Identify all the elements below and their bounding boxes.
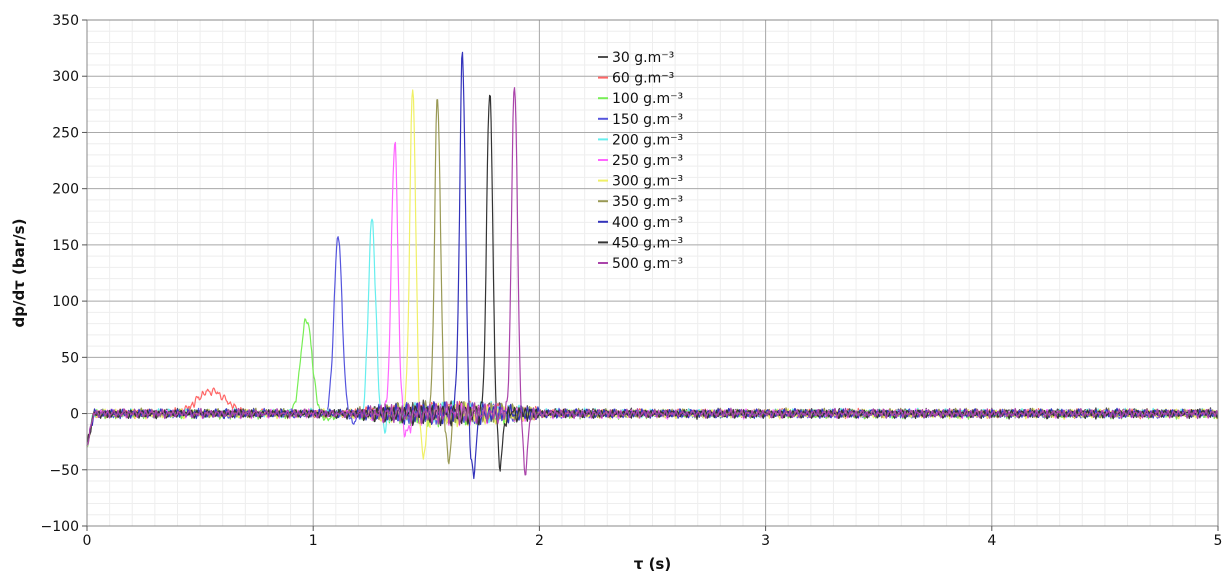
y-tick-label: 350 (52, 13, 79, 29)
x-axis-ticks: 0 1 2 3 4 5 (83, 526, 1223, 549)
x-tick-label: 2 (535, 533, 544, 549)
series-line (86, 51, 1219, 480)
series-layer (86, 51, 1219, 480)
y-tick-label: −100 (41, 519, 79, 535)
y-axis-ticks: −100 −50 0 50 100 150 200 250 300 350 (41, 13, 87, 535)
legend-entry: 250 g.m⁻³ (612, 153, 683, 169)
series-line (86, 87, 1219, 476)
x-tick-label: 1 (309, 533, 318, 549)
y-tick-label: −50 (49, 463, 79, 479)
y-axis-title: dp/dτ (bar/s) (10, 219, 28, 328)
x-tick-label: 3 (761, 533, 770, 549)
legend-entry: 300 g.m⁻³ (612, 174, 683, 190)
legend: 30 g.m⁻³ 60 g.m⁻³ 100 g.m⁻³ 150 g.m⁻³ 200 g.… (598, 50, 683, 272)
legend-entry: 100 g.m⁻³ (612, 91, 683, 107)
legend-entry: 500 g.m⁻³ (612, 256, 683, 272)
y-tick-label: 150 (52, 238, 79, 254)
x-tick-label: 5 (1214, 533, 1223, 549)
y-tick-label: 200 (52, 182, 79, 198)
x-tick-label: 4 (987, 533, 996, 549)
x-tick-label: 0 (83, 533, 92, 549)
x-axis-title: τ (s) (634, 555, 671, 573)
y-tick-label: 300 (52, 69, 79, 85)
y-tick-label: 50 (61, 350, 79, 366)
legend-entry: 30 g.m⁻³ (612, 50, 674, 66)
legend-entry: 200 g.m⁻³ (612, 132, 683, 148)
y-tick-label: 250 (52, 125, 79, 141)
legend-entry: 450 g.m⁻³ (612, 235, 683, 251)
plot-frame (86, 19, 1219, 527)
legend-entry: 350 g.m⁻³ (612, 194, 683, 210)
y-tick-label: 100 (52, 294, 79, 310)
y-tick-label: 0 (70, 407, 79, 423)
legend-entry: 60 g.m⁻³ (612, 71, 674, 87)
legend-entry: 150 g.m⁻³ (612, 112, 683, 128)
legend-entry: 400 g.m⁻³ (612, 215, 683, 231)
